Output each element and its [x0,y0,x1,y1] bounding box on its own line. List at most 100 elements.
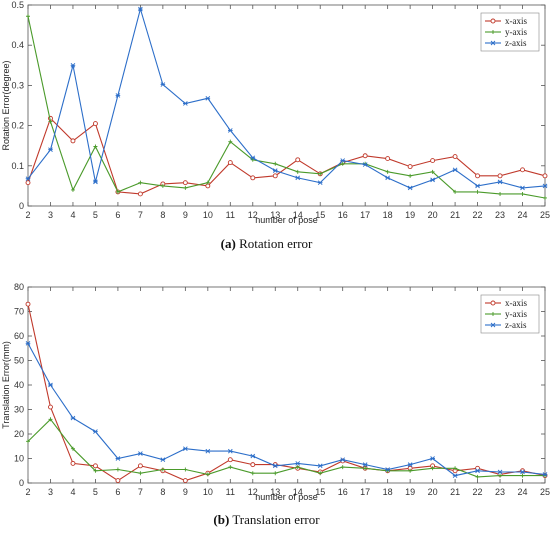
data-point [408,468,413,473]
x-tick-label: 4 [70,487,75,497]
data-point [542,472,548,477]
data-point [48,404,53,410]
data-point [183,467,188,472]
data-point [497,179,503,185]
data-point [453,466,458,471]
x-tick-label: 22 [473,487,483,497]
data-point [430,466,435,471]
data-point [340,161,345,166]
data-point [475,173,481,179]
data-point [160,457,166,463]
data-point [48,147,53,153]
data-point [92,121,98,127]
data-point [362,153,368,159]
x-tick-label: 18 [383,487,393,497]
data-point [452,167,458,173]
data-point [430,169,435,174]
data-point [250,175,256,181]
x-tick-label: 18 [383,210,393,220]
series-z-axis [25,341,548,478]
data-point [295,169,300,174]
data-point [430,177,435,183]
data-point [26,439,30,444]
data-point [115,467,120,472]
series-z-axis [25,6,548,191]
data-point [475,183,480,189]
data-point [138,180,143,185]
data-point [317,180,323,186]
x-tick-label: 15 [315,487,325,497]
data-point [93,144,98,149]
x-tick-label: 13 [270,487,280,497]
x-tick-label: 19 [405,487,415,497]
x-tick-label: 14 [293,487,303,497]
data-point [93,179,98,185]
data-point [452,473,458,478]
data-point [295,461,301,466]
data-point [183,185,188,190]
x-tick-label: 25 [540,487,550,497]
data-point [430,158,436,164]
data-point [498,191,503,196]
y-tick-label: 0 [19,201,24,211]
data-point [250,453,256,459]
series-line [27,16,546,199]
series-line [27,6,546,189]
y-tick-label: 0.3 [11,80,24,90]
x-tick-label: 10 [203,210,213,220]
data-point [340,465,345,470]
data-point [227,128,233,133]
data-point [520,473,525,478]
data-point [362,162,368,167]
legend-marker [491,312,495,316]
y-axis-label: Translation Error(mm) [1,341,11,429]
x-tick-label: 21 [450,210,460,220]
data-point [25,301,31,307]
x-tick-label: 13 [270,210,280,220]
data-point [542,173,548,179]
data-point [137,191,143,197]
x-tick-label: 6 [115,210,120,220]
legend-marker [491,30,495,34]
data-point [138,6,143,12]
x-tick-label: 23 [495,210,505,220]
caption-text: Rotation error [239,236,313,251]
data-point [250,471,255,476]
x-tick-label: 17 [360,487,370,497]
y-tick-label: 0.2 [11,121,24,131]
y-tick-label: 70 [14,307,24,317]
x-tick-label: 21 [450,487,460,497]
series-y-axis [26,14,547,200]
x-tick-label: 7 [138,210,143,220]
data-point [93,429,98,434]
rotation-error-panel: 00.10.20.30.40.52 3 4 5 6 7 8 9 10 11 12 13 14 15 16 17… [1,0,550,251]
data-point [385,156,391,162]
plot-area [27,4,546,207]
data-point [520,167,525,173]
y-tick-label: 10 [14,454,24,464]
x-tick-label: 5 [93,210,98,220]
data-point [138,471,143,476]
data-point [205,448,211,454]
data-point [407,185,413,191]
x-tick-label: 22 [473,210,483,220]
data-point [160,183,165,188]
data-point [452,154,458,160]
caption: (b) Translation error [213,512,320,527]
x-tick-label: 11 [226,487,235,497]
x-tick-label: 10 [203,487,213,497]
data-point [228,139,233,144]
y-tick-label: 80 [14,282,24,292]
data-point [295,175,301,181]
data-point [250,462,256,468]
x-tick-label: 24 [518,487,528,497]
x-tick-label: 8 [160,487,165,497]
x-tick-label: 19 [405,210,415,220]
x-axis-label: number of pose [255,215,318,225]
x-tick-label: 9 [183,487,188,497]
data-point [318,171,323,176]
data-point [363,466,368,471]
data-point [70,446,75,451]
